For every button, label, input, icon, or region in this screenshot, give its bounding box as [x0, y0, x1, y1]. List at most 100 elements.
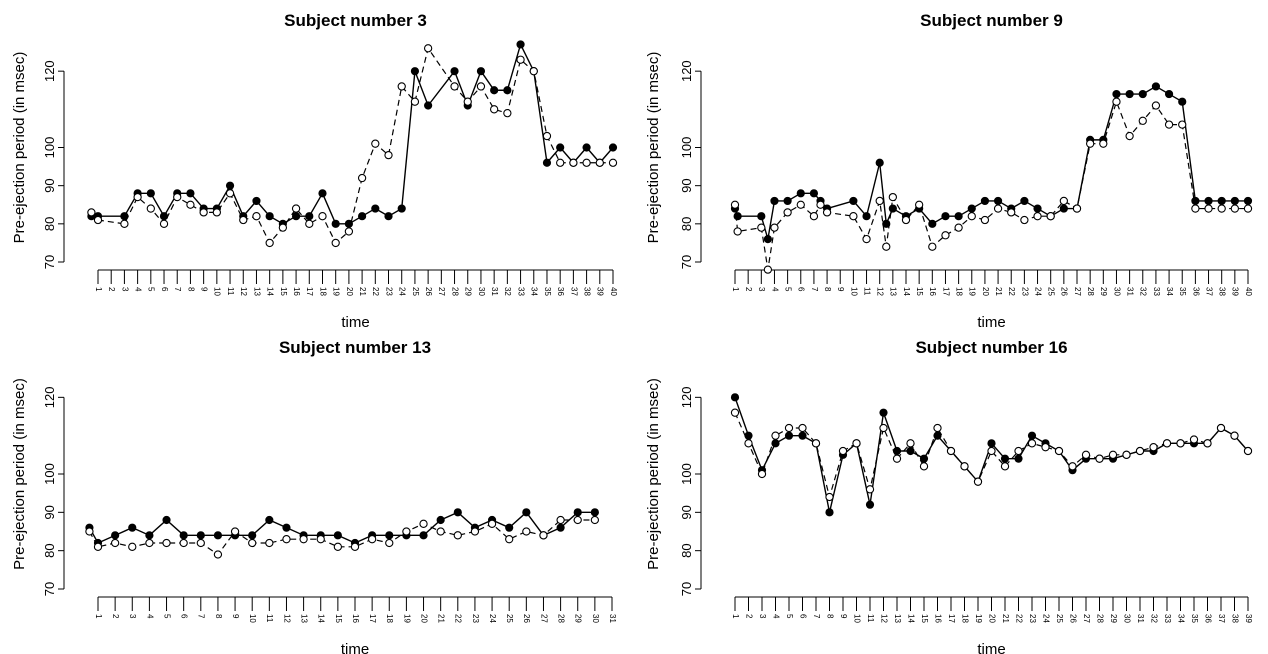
data-point-open	[367, 535, 377, 544]
data-point-open	[230, 527, 240, 536]
data-point-filled	[252, 196, 261, 206]
x-tick-label: 36	[1191, 287, 1200, 296]
x-tick-label: 21	[1001, 614, 1010, 623]
data-point-open	[946, 446, 956, 456]
data-point-filled	[344, 219, 353, 228]
data-point-open	[892, 454, 902, 463]
data-point-filled	[590, 508, 599, 517]
data-point-filled	[928, 219, 937, 228]
x-tick-label: 18	[955, 287, 964, 296]
data-point-filled	[146, 189, 155, 198]
data-point-filled	[410, 67, 420, 76]
data-point-open	[453, 531, 462, 540]
data-point-open	[450, 82, 459, 91]
data-point-filled	[248, 531, 257, 540]
data-point-filled	[875, 158, 884, 167]
data-point-open	[436, 527, 445, 536]
x-tick-label: 35	[1190, 614, 1199, 623]
data-point-filled	[159, 212, 169, 221]
data-point-open	[350, 542, 360, 551]
data-point-open	[542, 131, 552, 141]
chart-title: Subject number 16	[915, 338, 1067, 357]
data-point-open	[1099, 139, 1108, 148]
data-point-open	[1095, 454, 1104, 463]
x-tick-label: 38	[582, 287, 591, 296]
data-point-filled	[282, 523, 291, 532]
data-point-open	[128, 542, 137, 551]
data-point-open	[783, 208, 792, 217]
data-point-open	[888, 192, 897, 202]
x-tick-label: 17	[941, 287, 950, 296]
x-tick-label: 15	[915, 287, 924, 296]
x-tick-label: 29	[464, 287, 473, 296]
data-point-filled	[1000, 454, 1010, 463]
x-tick-label: 1	[731, 614, 740, 619]
data-point-open	[490, 105, 499, 114]
data-point-open	[299, 535, 308, 544]
data-point-open	[1178, 120, 1187, 129]
x-tick-label: 27	[437, 287, 446, 296]
data-point-open	[476, 82, 486, 91]
y-axis-label: Pre-ejection period (in msec)	[645, 378, 662, 570]
data-point-open	[487, 519, 497, 528]
x-tick-label: 26	[424, 287, 433, 296]
x-tick-label: 7	[197, 614, 206, 619]
x-axis-label: time	[341, 641, 369, 654]
data-point-open	[344, 227, 354, 236]
data-point-filled	[419, 531, 428, 540]
data-point-open	[980, 215, 990, 225]
data-point-open	[1217, 204, 1226, 213]
data-point-open	[1191, 204, 1200, 213]
x-tick-label: 9	[231, 614, 240, 619]
data-point-filled	[882, 219, 891, 228]
data-point-open	[1068, 462, 1077, 471]
y-axis-label: Pre-ejection period (in msec)	[645, 52, 662, 244]
x-tick-label: 24	[1033, 287, 1042, 296]
x-tick-label: 26	[1060, 287, 1069, 296]
data-point-open	[919, 462, 929, 471]
x-tick-label: 21	[358, 287, 367, 296]
data-point-open	[960, 462, 969, 471]
x-tick-label: 21	[437, 614, 446, 623]
data-point-open	[463, 97, 472, 106]
data-point-open	[798, 423, 807, 433]
data-point-open	[1033, 212, 1042, 221]
data-point-filled	[967, 204, 976, 213]
data-point-open	[110, 538, 120, 548]
data-point-filled	[505, 523, 514, 532]
x-tick-label: 8	[825, 614, 834, 619]
data-point-filled	[825, 508, 834, 517]
data-point-open	[145, 538, 154, 548]
x-tick-label: 4	[134, 287, 143, 292]
data-point-filled	[980, 196, 990, 206]
data-point-open	[252, 212, 261, 221]
data-point-open	[1162, 439, 1172, 448]
data-point-open	[941, 231, 950, 240]
data-point-filled	[384, 212, 393, 221]
x-tick-label: 4	[145, 614, 154, 619]
x-tick-label: 9	[839, 614, 848, 619]
data-point-filled	[608, 143, 618, 152]
data-point-open	[1054, 446, 1064, 456]
x-tick-label: 18	[385, 614, 394, 623]
data-point-open	[291, 204, 301, 213]
data-point-open	[825, 492, 834, 502]
data-point-filled	[333, 531, 342, 540]
data-point-open	[305, 219, 314, 228]
data-point-filled	[111, 531, 120, 540]
data-point-open	[796, 200, 805, 209]
data-point-open	[733, 227, 742, 236]
x-tick-label: 11	[862, 287, 871, 296]
x-tick-label: 30	[1112, 287, 1121, 296]
x-tick-label: 31	[608, 614, 617, 623]
x-tick-label: 5	[147, 287, 156, 292]
data-point-open	[539, 531, 548, 540]
x-tick-label: 16	[933, 614, 942, 623]
x-tick-label: 13	[889, 287, 898, 296]
data-point-filled	[744, 431, 753, 440]
data-point-filled	[450, 67, 459, 76]
data-point-filled	[453, 508, 462, 517]
data-point-filled	[730, 393, 740, 402]
data-point-open	[730, 200, 740, 209]
x-tick-label: 10	[852, 614, 861, 623]
